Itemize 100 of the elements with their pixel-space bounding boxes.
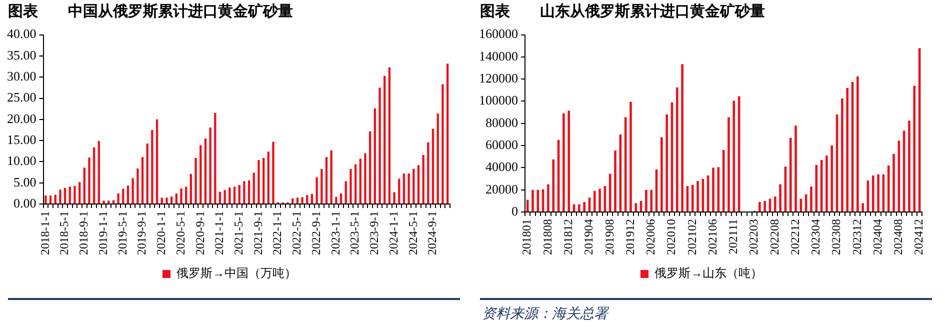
y-tick-label: 5.00 bbox=[14, 174, 36, 190]
bar bbox=[552, 159, 555, 212]
bar bbox=[156, 119, 158, 204]
bar bbox=[717, 167, 720, 212]
bar bbox=[59, 190, 62, 204]
bar bbox=[350, 168, 352, 204]
bar bbox=[320, 168, 323, 204]
bar bbox=[908, 120, 910, 212]
x-tick-label: 2022-9-1 bbox=[308, 211, 323, 256]
bar bbox=[794, 126, 797, 212]
y-tick-label: 100000 bbox=[479, 92, 518, 108]
y-tick-label: 120000 bbox=[479, 70, 518, 86]
bar bbox=[779, 184, 782, 212]
x-tick-label: 2023-9-1 bbox=[367, 211, 382, 256]
bar bbox=[774, 196, 776, 212]
bar bbox=[306, 195, 308, 204]
x-tick-label: 2018-9-1 bbox=[76, 211, 91, 256]
bar bbox=[117, 193, 120, 204]
bar bbox=[378, 88, 381, 204]
x-tick-label: 2024-9-1 bbox=[425, 211, 440, 256]
bar bbox=[810, 186, 812, 212]
bar bbox=[676, 87, 678, 212]
bar bbox=[359, 158, 362, 204]
bar bbox=[892, 154, 895, 212]
x-tick-label: 202208 bbox=[767, 219, 782, 255]
bar bbox=[384, 76, 386, 204]
bar bbox=[184, 186, 188, 204]
bar bbox=[422, 154, 424, 204]
x-tick-label: 202412 bbox=[912, 219, 926, 255]
bar bbox=[660, 137, 663, 212]
bar bbox=[248, 180, 250, 204]
y-tick-label: 80000 bbox=[486, 114, 518, 130]
bar bbox=[442, 84, 444, 204]
bar bbox=[872, 175, 874, 212]
bar bbox=[112, 200, 115, 204]
bar bbox=[224, 190, 226, 204]
bar bbox=[393, 192, 396, 204]
y-tick-label: 40000 bbox=[486, 159, 518, 174]
bar bbox=[214, 113, 216, 204]
bar bbox=[175, 193, 178, 204]
y-tick-label: 15.00 bbox=[7, 132, 36, 147]
bar bbox=[170, 196, 173, 204]
bar bbox=[209, 127, 212, 204]
bar bbox=[398, 178, 400, 204]
bar bbox=[764, 200, 766, 212]
x-tick-label: 202408 bbox=[891, 219, 906, 255]
bar bbox=[681, 64, 684, 212]
bar bbox=[267, 152, 270, 204]
bar bbox=[335, 196, 338, 204]
x-tick-label: 2018-1-1 bbox=[38, 211, 52, 256]
bar bbox=[732, 100, 736, 212]
y-tick-label: 140000 bbox=[479, 48, 518, 64]
bar bbox=[180, 188, 182, 204]
bar bbox=[572, 204, 576, 212]
bar bbox=[330, 150, 332, 204]
x-tick-label: 202404 bbox=[870, 219, 884, 255]
bar bbox=[200, 145, 202, 204]
bar bbox=[78, 182, 81, 204]
x-tick-label: 2020-5-1 bbox=[173, 211, 188, 256]
bar bbox=[166, 198, 168, 204]
bar bbox=[108, 200, 110, 204]
bar bbox=[368, 131, 372, 204]
bar bbox=[88, 157, 90, 204]
bar bbox=[126, 185, 130, 204]
bar bbox=[634, 203, 638, 212]
y-tick-label: 160000 bbox=[479, 26, 518, 42]
bar bbox=[712, 168, 714, 212]
bar bbox=[354, 164, 357, 204]
bar bbox=[194, 158, 197, 204]
bar bbox=[650, 190, 653, 212]
x-tick-label: 2019-9-1 bbox=[134, 211, 149, 256]
bar bbox=[136, 168, 139, 204]
bar bbox=[562, 113, 565, 212]
x-tick-label: 202312 bbox=[850, 219, 864, 255]
x-tick-label: 202010 bbox=[664, 219, 678, 255]
x-tick-label: 201808 bbox=[540, 219, 554, 255]
x-tick-label: 2020-1-1 bbox=[154, 211, 168, 256]
bar bbox=[272, 142, 274, 204]
x-tick-label: 2022-5-1 bbox=[290, 211, 304, 256]
y-tick-label: 20000 bbox=[486, 181, 518, 196]
bar bbox=[233, 186, 236, 204]
chart-title: 图表 山东从俄罗斯累计进口黄金矿砂量 bbox=[479, 2, 766, 22]
bar bbox=[258, 160, 260, 204]
bar bbox=[132, 178, 134, 204]
bar bbox=[862, 203, 864, 212]
bar bbox=[102, 200, 105, 204]
x-tick-label: 2024-5-1 bbox=[406, 211, 420, 256]
x-tick-label: 2021-9-1 bbox=[250, 211, 265, 256]
bar bbox=[296, 198, 299, 204]
x-tick-label: 202006 bbox=[644, 219, 658, 255]
bar bbox=[887, 165, 890, 212]
bar bbox=[262, 158, 265, 204]
bar bbox=[578, 204, 580, 212]
bar bbox=[826, 156, 828, 212]
x-tick-label: 2023-1-1 bbox=[328, 211, 342, 256]
x-tick-label: 2020-9-1 bbox=[192, 211, 207, 256]
x-tick-label: 2019-1-1 bbox=[96, 211, 110, 256]
chart-title: 图表 中国从俄罗斯累计进口黄金矿砂量 bbox=[7, 2, 294, 22]
x-tick-label: 202304 bbox=[808, 219, 823, 255]
bar bbox=[412, 168, 415, 204]
